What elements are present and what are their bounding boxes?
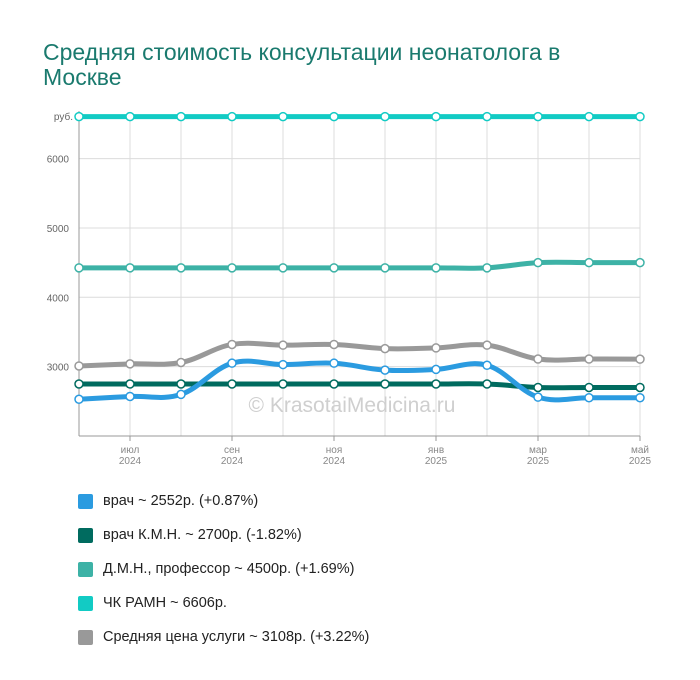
x-tick-month-label: июл — [121, 445, 140, 456]
x-tick-month-label: ноя — [326, 445, 343, 456]
series-line — [76, 381, 643, 391]
legend-item[interactable]: врач К.М.Н. ~ 2700р. (-1.82%) — [78, 518, 369, 552]
y-tick-label: 6000 — [47, 155, 70, 166]
chart-title: Средняя стоимость консультации неонатоло… — [43, 39, 561, 90]
x-tick-year-label: 2024 — [119, 456, 142, 467]
data-point — [125, 391, 135, 402]
watermark-text: © KrasotaiMedicina.ru — [249, 394, 456, 417]
data-point — [125, 263, 135, 273]
data-point — [482, 360, 492, 371]
x-tick-month-label: мар — [529, 445, 547, 456]
data-point — [482, 111, 492, 122]
data-point — [278, 263, 288, 273]
data-point — [74, 361, 84, 371]
data-point — [584, 111, 594, 122]
data-point — [431, 263, 441, 273]
data-point — [584, 392, 594, 403]
data-point — [74, 394, 84, 404]
x-tick-year-label: 2025 — [629, 456, 652, 467]
data-point — [329, 263, 339, 273]
y-tick-label: 4000 — [47, 293, 70, 304]
data-point — [278, 111, 288, 122]
data-point — [431, 111, 441, 122]
data-point — [227, 379, 237, 389]
legend: врач ~ 2552р. (+0.87%) врач К.М.Н. ~ 2700… — [78, 484, 369, 654]
data-point — [635, 111, 645, 122]
series-line — [76, 340, 643, 369]
data-point — [227, 111, 237, 122]
legend-item[interactable]: Средняя цена услуги ~ 3108р. (+3.22%) — [78, 620, 369, 654]
legend-label: Д.М.Н., профессор ~ 4500р. (+1.69%) — [103, 561, 355, 577]
legend-label: врач К.М.Н. ~ 2700р. (-1.82%) — [103, 527, 302, 543]
data-point — [125, 359, 135, 369]
legend-swatch — [78, 561, 93, 577]
data-point — [125, 379, 135, 389]
data-point — [278, 340, 288, 350]
data-point — [482, 263, 492, 273]
data-point — [533, 392, 543, 402]
data-point — [278, 359, 288, 370]
data-point — [431, 364, 441, 375]
data-point — [431, 343, 441, 353]
data-point — [482, 340, 492, 350]
data-point — [380, 365, 390, 375]
data-point — [584, 354, 594, 364]
y-tick-label: 5000 — [47, 224, 70, 235]
data-point — [635, 382, 645, 393]
x-tick-year-label: 2025 — [527, 456, 550, 467]
data-point — [176, 111, 186, 122]
data-point — [125, 111, 135, 122]
legend-label: врач ~ 2552р. (+0.87%) — [103, 493, 259, 509]
legend-swatch — [78, 527, 93, 543]
legend-item[interactable]: Д.М.Н., профессор ~ 4500р. (+1.69%) — [78, 552, 369, 586]
data-point — [329, 379, 339, 389]
data-point — [74, 379, 84, 389]
data-point — [227, 263, 237, 273]
data-point — [329, 111, 339, 122]
x-tick-year-label: 2024 — [221, 456, 244, 467]
data-point — [329, 339, 339, 350]
data-point — [380, 111, 390, 122]
data-point — [533, 382, 543, 393]
legend-swatch — [78, 595, 93, 611]
data-point — [227, 358, 237, 368]
data-point — [635, 257, 645, 268]
data-point — [227, 339, 237, 350]
x-tick-month-label: май — [631, 445, 649, 456]
y-tick-label: 3000 — [47, 363, 70, 374]
data-point — [176, 389, 186, 400]
data-point — [278, 379, 288, 389]
data-point — [635, 392, 645, 403]
data-point — [584, 382, 594, 393]
data-point — [176, 263, 186, 273]
data-point — [380, 263, 390, 273]
data-point — [74, 111, 84, 122]
data-point — [533, 257, 543, 268]
y-axis-unit-label: руб. — [54, 111, 73, 123]
series-line — [76, 259, 643, 271]
line-chart: 3000400050006000руб.июл2024сен2024ноя202… — [47, 111, 652, 467]
legend-swatch — [78, 629, 93, 645]
legend-label: ЧК РАМН ~ 6606р. — [103, 595, 227, 611]
data-point — [584, 257, 594, 268]
legend-label: Средняя цена услуги ~ 3108р. (+3.22%) — [103, 629, 370, 645]
x-tick-year-label: 2024 — [323, 456, 346, 467]
x-tick-year-label: 2025 — [425, 456, 448, 467]
legend-item[interactable]: ЧК РАМН ~ 6606р. — [78, 586, 369, 620]
x-tick-month-label: сен — [224, 445, 240, 456]
data-point — [533, 354, 543, 364]
data-point — [533, 111, 543, 122]
data-point — [176, 379, 186, 389]
data-point — [431, 379, 441, 389]
legend-item[interactable]: врач ~ 2552р. (+0.87%) — [78, 484, 369, 518]
data-point — [74, 263, 84, 273]
data-point — [635, 354, 645, 364]
data-point — [380, 379, 390, 389]
legend-swatch — [78, 493, 93, 509]
data-point — [380, 343, 390, 354]
x-tick-month-label: янв — [428, 445, 444, 456]
data-point — [329, 358, 339, 368]
data-point — [482, 379, 492, 389]
data-point — [176, 357, 186, 368]
